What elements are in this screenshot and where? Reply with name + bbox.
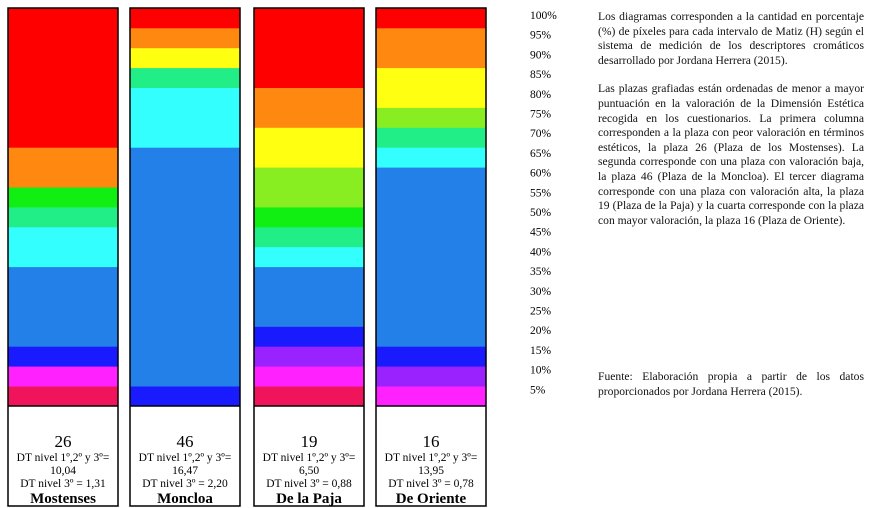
y-tick-label: 95%: [530, 30, 552, 42]
bar-segment: [8, 147, 118, 188]
plaza-name: De Oriente: [396, 491, 467, 507]
y-tick-label: 65%: [530, 148, 552, 160]
bar-segment: [376, 147, 486, 168]
y-tick-label: 50%: [530, 207, 552, 219]
bar-segment: [254, 87, 364, 128]
dt-level3: DT nivel 3º = 2,20: [142, 478, 228, 490]
y-tick-label: 85%: [530, 69, 552, 81]
bar-segment: [254, 346, 364, 367]
bar-segment: [8, 346, 118, 367]
bar-segment: [254, 127, 364, 168]
dt-value: 16,47: [172, 465, 198, 477]
bar-segment: [130, 147, 240, 387]
bar-segment: [130, 386, 240, 407]
bar-segment: [8, 226, 118, 268]
bar-frame: [253, 7, 365, 507]
bar-segment: [254, 386, 364, 407]
y-tick-label: 70%: [530, 128, 552, 140]
bar-segment: [8, 187, 118, 208]
y-axis-ticks: 100% 95% 90% 85% 80% 75% 70% 65% 60% 55% 50% 45% 40%…: [530, 10, 557, 396]
bar-segment: [254, 207, 364, 228]
bar-segment: [376, 8, 486, 29]
y-tick-label: 90%: [530, 49, 552, 61]
bar-segment: [8, 386, 118, 407]
plaza-number: 26: [55, 432, 72, 451]
y-tick-label: 60%: [530, 168, 552, 180]
dt-label: DT nivel 1º,2º y 3º=: [385, 452, 478, 464]
y-tick-label: 5%: [530, 384, 546, 396]
bar-segment: [130, 47, 240, 69]
notes-paragraph-1: Los diagramas corresponden a la cantidad…: [598, 10, 864, 67]
bar-segment: [254, 226, 364, 248]
plaza-name: De la Paja: [276, 491, 342, 507]
y-tick-label: 20%: [530, 325, 552, 337]
dt-label: DT nivel 1º,2º y 3º=: [263, 452, 356, 464]
y-tick-label: 75%: [530, 109, 552, 121]
bar-segment: [130, 27, 240, 49]
dt-label: DT nivel 1º,2º y 3º=: [139, 452, 232, 464]
y-tick-label: 10%: [530, 365, 552, 377]
y-tick-label: 55%: [530, 187, 552, 199]
bar-segment: [376, 127, 486, 148]
notes-panel: Los diagramas corresponden a la cantidad…: [598, 10, 864, 398]
y-tick-label: 35%: [530, 266, 552, 278]
bar-segment: [254, 366, 364, 387]
notes-source: Fuente: Elaboración propia a partir de l…: [598, 370, 864, 398]
bar-segment: [376, 27, 486, 69]
plaza-number: 19: [301, 432, 318, 451]
bar-frame: [7, 7, 119, 507]
dt-label: DT nivel 1º,2º y 3º=: [17, 452, 110, 464]
bar-frame: [375, 7, 487, 507]
notes-paragraph-2: Las plazas grafiadas están ordenadas de …: [598, 82, 864, 227]
bar-segment: [130, 8, 240, 29]
bar-segment: [8, 366, 118, 387]
bar-segment: [254, 8, 364, 88]
bar-segment: [254, 326, 364, 347]
dt-level3: DT nivel 3º = 1,31: [20, 478, 106, 490]
bar-segment: [130, 67, 240, 88]
dt-level3: DT nivel 3º = 0,88: [266, 478, 352, 490]
y-tick-label: 40%: [530, 246, 552, 258]
bar-frame: [129, 7, 241, 507]
plaza-number: 16: [423, 432, 440, 451]
dt-value: 10,04: [50, 465, 76, 477]
bar-segment: [8, 207, 118, 228]
bar-segment: [376, 366, 486, 387]
y-tick-label: 25%: [530, 306, 552, 318]
plaza-name: Moncloa: [157, 491, 213, 507]
y-tick-label: 100%: [530, 10, 557, 22]
bar-segment: [254, 266, 364, 327]
plaza-name: Mostenses: [30, 491, 96, 507]
bar-segment: [130, 87, 240, 148]
bar-segment: [254, 246, 364, 268]
bar-segment: [8, 8, 118, 148]
bar-segment: [376, 67, 486, 108]
bar-segment: [376, 107, 486, 128]
bar-segment: [376, 346, 486, 367]
plaza-number: 46: [177, 432, 194, 451]
dt-value: 6,50: [299, 465, 319, 477]
dt-value: 13,95: [418, 465, 444, 477]
y-tick-label: 15%: [530, 345, 552, 357]
bar-segment: [376, 386, 486, 407]
y-tick-label: 45%: [530, 227, 552, 239]
dt-level3: DT nivel 3º = 0,78: [388, 478, 474, 490]
y-tick-label: 30%: [530, 286, 552, 298]
y-tick-label: 80%: [530, 89, 552, 101]
bar-segment: [254, 167, 364, 208]
bar-segment: [8, 266, 118, 347]
bar-segment: [376, 167, 486, 347]
